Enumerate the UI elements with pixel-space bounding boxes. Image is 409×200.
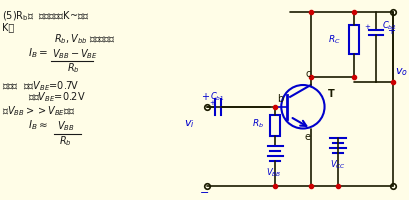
Text: $I_B\approx$: $I_B\approx$ — [27, 119, 47, 132]
Text: $(5)\mathrm{R_b}$：  一般为几十K~几千: $(5)\mathrm{R_b}$： 一般为几十K~几千 — [2, 10, 89, 23]
Text: +: + — [387, 26, 395, 36]
Text: $V_{CC}$: $V_{CC}$ — [330, 158, 346, 171]
Text: $v_i$: $v_i$ — [184, 119, 194, 130]
Text: 一般，  硅管$V_{BE}$=0.7V: 一般， 硅管$V_{BE}$=0.7V — [2, 79, 79, 93]
Text: $R_C$: $R_C$ — [327, 33, 339, 46]
Text: $\mathbf{T}$: $\mathbf{T}$ — [326, 87, 334, 99]
Text: +: + — [363, 24, 369, 30]
Text: $R_b, V_{bb}$ 属基极回路: $R_b, V_{bb}$ 属基极回路 — [54, 33, 115, 46]
Text: $C_{b2}$: $C_{b2}$ — [381, 20, 396, 32]
Text: 当$V_{BB}>>V_{BE}$时：: 当$V_{BB}>>V_{BE}$时： — [2, 104, 75, 118]
Text: +: + — [200, 92, 208, 102]
Text: $v_o$: $v_o$ — [394, 66, 407, 78]
Text: $C_{b1}$: $C_{b1}$ — [209, 91, 224, 103]
Text: e: e — [304, 132, 310, 142]
Text: $V_{BB}$: $V_{BB}$ — [57, 120, 74, 133]
Text: $I_B=$: $I_B=$ — [27, 46, 47, 60]
Text: $R_b$: $R_b$ — [67, 61, 79, 75]
Text: $V_{BB}$: $V_{BB}$ — [265, 166, 281, 179]
Text: $R_b$: $R_b$ — [59, 134, 72, 148]
Text: 锗管$V_{BE}$=0.2V: 锗管$V_{BE}$=0.2V — [27, 90, 85, 104]
Text: K，: K， — [2, 22, 14, 32]
Text: b: b — [276, 94, 283, 104]
Text: c: c — [304, 69, 310, 79]
Text: $R_b$: $R_b$ — [251, 117, 263, 130]
Text: $V_{BB}-V_{BE}$: $V_{BB}-V_{BE}$ — [52, 47, 98, 61]
Text: +: + — [209, 100, 215, 106]
Text: −: − — [200, 188, 209, 198]
